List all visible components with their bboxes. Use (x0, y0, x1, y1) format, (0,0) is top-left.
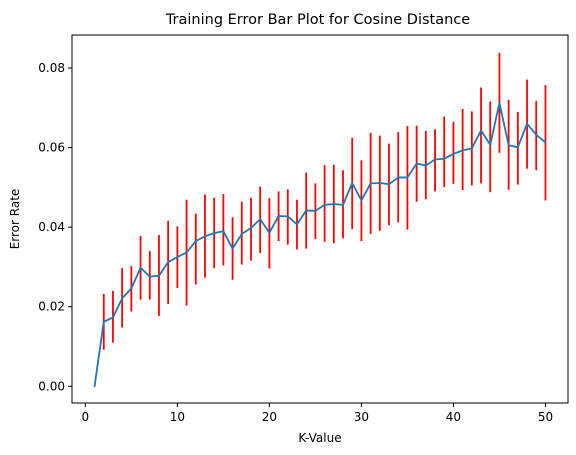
chart-title: Training Error Bar Plot for Cosine Dista… (165, 12, 470, 28)
data-point (378, 182, 381, 184)
data-point (388, 183, 390, 186)
data-point (526, 122, 528, 125)
x-tick-label: 40 (446, 410, 461, 424)
series-group (93, 102, 547, 388)
y-tick-label: 0.00 (38, 379, 65, 393)
data-point (231, 247, 234, 250)
y-tick-label: 0.06 (38, 141, 65, 155)
data-point (351, 182, 354, 184)
data-point (369, 182, 372, 185)
data-point (480, 129, 482, 132)
data-point (185, 251, 188, 254)
data-point (314, 209, 317, 212)
data-point (452, 153, 455, 155)
x-axis-label: K-Value (298, 431, 341, 445)
data-point (286, 215, 289, 218)
x-tick-label: 50 (538, 410, 553, 424)
data-point (93, 385, 96, 388)
data-point (332, 203, 335, 205)
data-point (415, 162, 418, 165)
y-axis-ticks: 0.00 0.02 0.04 0.06 0.08 (38, 61, 72, 393)
y-tick-label: 0.08 (38, 61, 65, 75)
data-point (176, 256, 179, 258)
data-point (222, 230, 225, 233)
data-point (342, 203, 344, 206)
data-point (259, 218, 262, 221)
plot-area-frame (71, 34, 569, 404)
data-point (498, 102, 501, 104)
data-point (167, 261, 170, 264)
data-point (323, 203, 326, 206)
data-point (277, 215, 280, 217)
data-point (213, 232, 216, 235)
data-point (194, 240, 197, 242)
data-point (516, 146, 519, 149)
data-point (470, 147, 473, 150)
data-point (102, 320, 105, 323)
data-point (240, 233, 243, 235)
data-point (507, 144, 510, 147)
data-point (121, 297, 124, 300)
x-tick-label: 20 (262, 410, 277, 424)
data-point (148, 275, 151, 278)
data-point (360, 199, 363, 202)
data-point (461, 149, 464, 152)
x-tick-label: 30 (354, 410, 369, 424)
data-point (305, 209, 308, 212)
series-line (93, 102, 547, 387)
data-point (544, 141, 547, 144)
data-point (424, 164, 427, 167)
y-tick-label: 0.02 (38, 300, 65, 314)
y-axis-label: Error Rate (8, 189, 22, 250)
x-axis-ticks: 0 10 20 30 40 50 (82, 403, 553, 424)
data-point (535, 133, 538, 136)
data-point (434, 158, 436, 161)
data-point (397, 176, 400, 179)
data-point (268, 231, 271, 234)
data-point (250, 227, 252, 229)
x-tick-label: 0 (82, 410, 90, 424)
data-point (406, 176, 409, 179)
data-point (112, 316, 114, 319)
data-point (139, 266, 142, 269)
data-point (158, 274, 160, 277)
data-point (204, 235, 206, 238)
data-point (130, 287, 133, 290)
data-point (296, 223, 298, 226)
x-tick-label: 10 (170, 410, 185, 424)
data-point (443, 157, 446, 160)
data-point (489, 143, 492, 146)
y-tick-label: 0.04 (38, 220, 65, 234)
